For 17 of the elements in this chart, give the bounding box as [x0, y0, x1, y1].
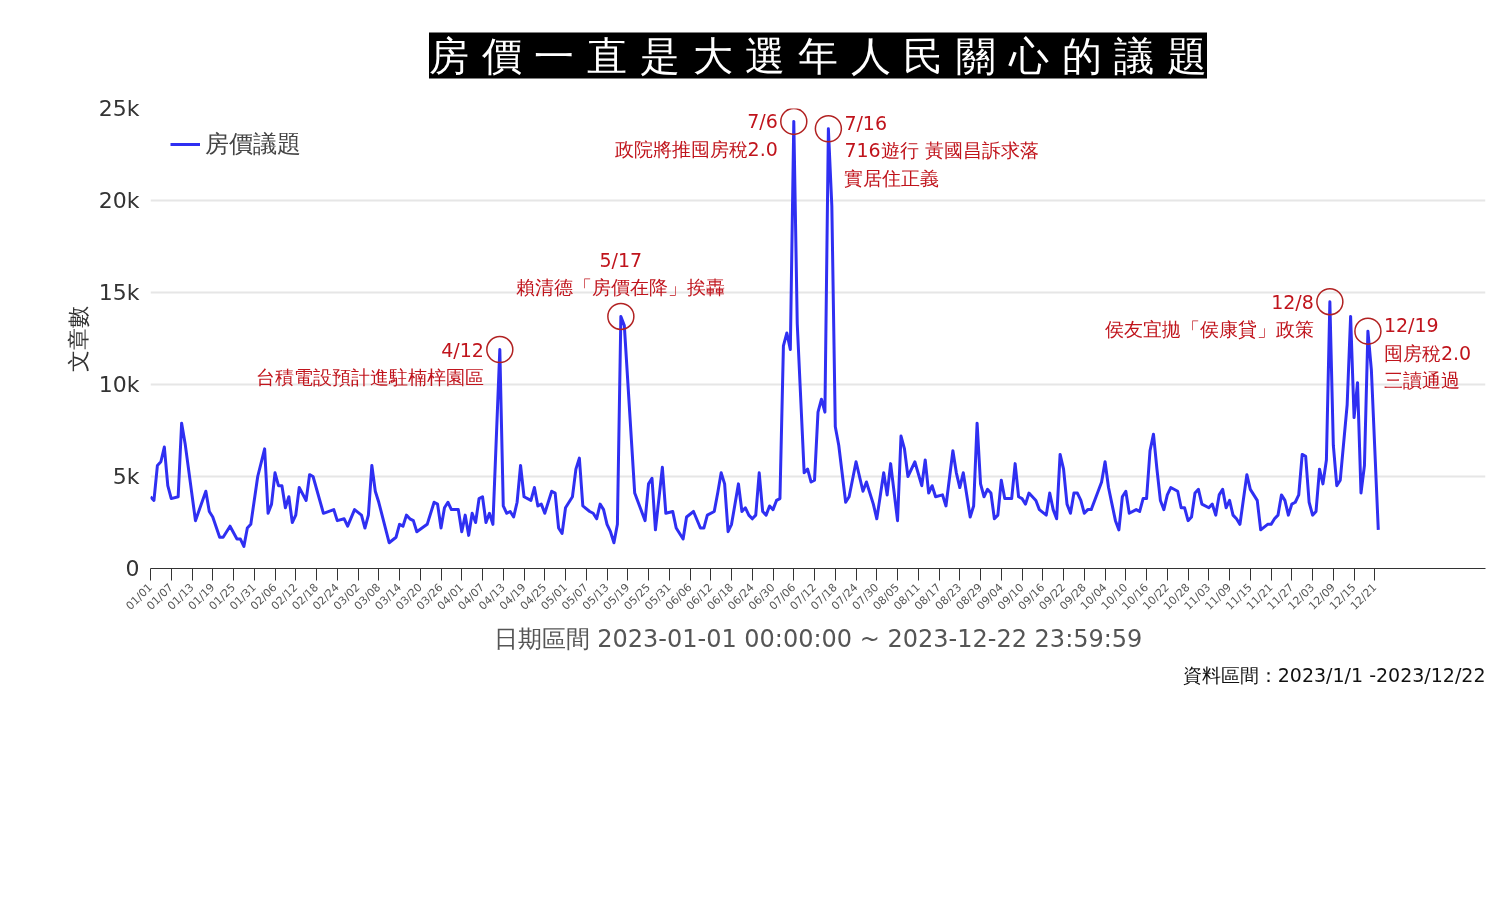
- y-axis-title: 文章數: [65, 305, 91, 372]
- y-tick-label: 20k: [98, 188, 140, 213]
- legend-label: 房價議題: [205, 129, 301, 160]
- text: 資料區間：2023/1/1 -2023/12/22: [1182, 663, 1486, 686]
- y-tick-label: 15k: [98, 280, 140, 305]
- annotation: 12/8 侯友宜拋「侯康貸」政策: [1104, 290, 1314, 341]
- x-axis-title: 日期區間 2023-01-01 00:00:00 ~ 2023-12-22 23:59:59: [493, 625, 1143, 654]
- y-tick-label: 5k: [112, 464, 140, 489]
- annotation: 12/19 囤房稅2.0三讀通過: [1383, 314, 1472, 392]
- annotation: 5/17 賴清德「房價在降」挨轟: [516, 248, 726, 299]
- annotation: 7/6 政院將推囤房稅2.0: [614, 110, 778, 160]
- annotation: 4/12 台積電設預計進駐楠梓園區: [255, 338, 484, 389]
- y-tick-label: 0: [125, 556, 140, 581]
- y-tick-label: 25k: [98, 96, 140, 121]
- y-tick-label: 10k: [98, 372, 140, 397]
- annotation: 7/16 716遊行 黃國昌訴求落實居住正義: [844, 111, 1039, 189]
- chart-title: 房 價 一 直 是 大 選 年 人 民 關 心 的 議 題: [429, 32, 1208, 79]
